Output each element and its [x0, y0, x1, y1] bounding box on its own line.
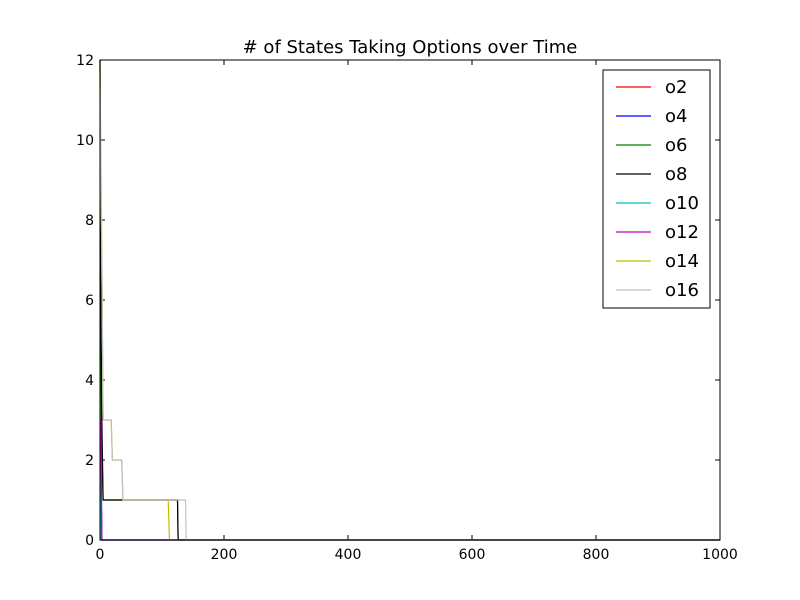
series-line-o4	[100, 419, 720, 541]
y-tick-label: 0	[85, 533, 94, 549]
y-tick-label: 6	[85, 293, 94, 309]
plot-frame	[99, 59, 721, 541]
legend-label: o2	[665, 77, 687, 98]
axis-ticks: 0 200 400 600 800 1000 0 2 4 6 8 10 12	[76, 53, 738, 563]
x-tick-label: 1000	[702, 547, 738, 563]
legend: o2 o4 o6 o8 o10 o12 o14 o16	[602, 69, 711, 309]
y-tick-label: 8	[85, 213, 94, 229]
series-line-o16	[99, 59, 720, 541]
legend-box	[602, 69, 711, 309]
y-tick-label: 12	[76, 53, 94, 69]
y-tick-label: 4	[85, 373, 94, 389]
legend-label: o14	[665, 251, 699, 272]
series-line-o12	[100, 419, 720, 541]
legend-label: o10	[665, 193, 699, 214]
y-tick-label: 2	[85, 453, 94, 469]
legend-label: o8	[665, 164, 687, 185]
x-tick-label: 400	[335, 547, 362, 563]
x-tick-label: 0	[96, 547, 105, 563]
y-tick-label: 10	[76, 133, 94, 149]
series-line-o10	[100, 419, 720, 541]
x-tick-label: 600	[459, 547, 486, 563]
series-line-o2	[100, 419, 720, 541]
legend-label: o4	[665, 106, 687, 127]
legend-label: o6	[665, 135, 687, 156]
x-tick-label: 800	[583, 547, 610, 563]
chart-title: # of States Taking Options over Time	[243, 37, 578, 58]
x-tick-label: 200	[211, 547, 238, 563]
legend-label: o12	[665, 222, 699, 243]
legend-label: o16	[665, 280, 699, 301]
